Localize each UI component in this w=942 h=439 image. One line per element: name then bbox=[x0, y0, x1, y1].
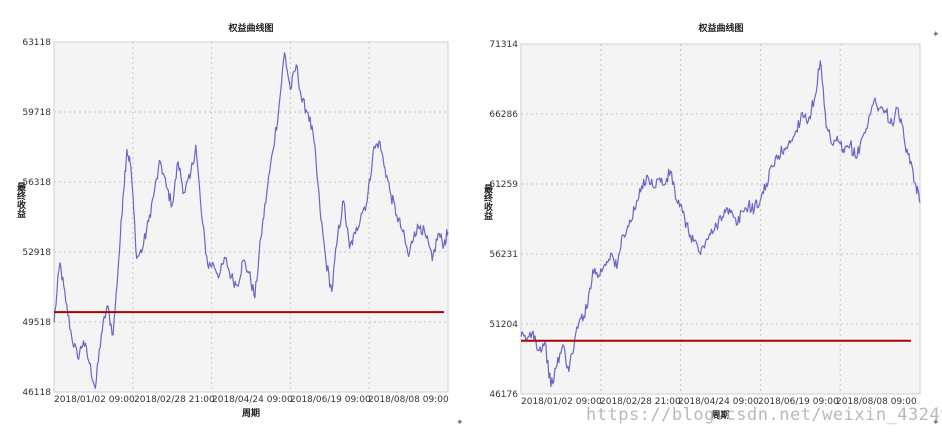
y-tick-label: 59718 bbox=[22, 108, 51, 118]
y-tick-label: 56318 bbox=[22, 178, 51, 188]
equity-line bbox=[53, 52, 449, 389]
y-tick-label: 56231 bbox=[489, 250, 518, 260]
y-tick-label: 71314 bbox=[489, 40, 518, 50]
x-axis-label: 周期 bbox=[242, 407, 260, 419]
y-tick-label: 61259 bbox=[489, 180, 518, 190]
plot-area bbox=[520, 43, 921, 395]
equity-chart-left: 63118 59718 56318 52918 49518 461182018/01/02… bbox=[15, 22, 449, 419]
y-axis-label: 最终收益 bbox=[15, 181, 27, 218]
x-tick-label: 2018/02/28 21:00 bbox=[600, 397, 681, 407]
chart-title: 权益曲线图 bbox=[697, 22, 743, 34]
equity-line bbox=[520, 60, 921, 388]
y-tick-label: 63118 bbox=[22, 38, 51, 48]
y-tick-label: 49518 bbox=[22, 318, 51, 328]
x-tick-label: 2018/04/24 09:00 bbox=[678, 397, 759, 407]
watermark-url: https://blog.csdn.net/weixin_43249102 bbox=[586, 405, 942, 425]
x-tick-label: 2018/08/08 09:00 bbox=[836, 397, 917, 407]
equity-chart-right: 71314 66286 61259 56231 51204 461762018/01/02… bbox=[482, 22, 921, 421]
x-tick-label: 2018/06/19 09:00 bbox=[290, 395, 371, 405]
plot-area bbox=[53, 41, 449, 393]
x-tick-label: 2018/01/02 09:00 bbox=[521, 397, 602, 407]
chart-title: 权益曲线图 bbox=[227, 22, 273, 34]
y-tick-label: 51204 bbox=[489, 320, 518, 330]
y-tick-label: 52918 bbox=[22, 248, 51, 258]
x-tick-label: 2018/04/24 09:00 bbox=[212, 395, 293, 405]
x-tick-label: 2018/02/28 21:00 bbox=[134, 395, 215, 405]
x-tick-label: 2018/06/19 09:00 bbox=[758, 397, 839, 407]
corner-mark: ✦ bbox=[456, 418, 464, 428]
y-tick-label: 46118 bbox=[22, 388, 51, 398]
corner-mark: ✦ bbox=[932, 418, 940, 428]
x-tick-label: 2018/01/02 09:00 bbox=[54, 395, 135, 405]
corner-mark: ✦ bbox=[932, 30, 940, 40]
y-tick-label: 46176 bbox=[489, 390, 518, 400]
y-tick-label: 66286 bbox=[489, 110, 518, 120]
x-tick-label: 2018/08/08 09:00 bbox=[368, 395, 449, 405]
x-axis-label: 周期 bbox=[711, 409, 729, 421]
y-axis-label: 最终收益 bbox=[482, 183, 494, 220]
